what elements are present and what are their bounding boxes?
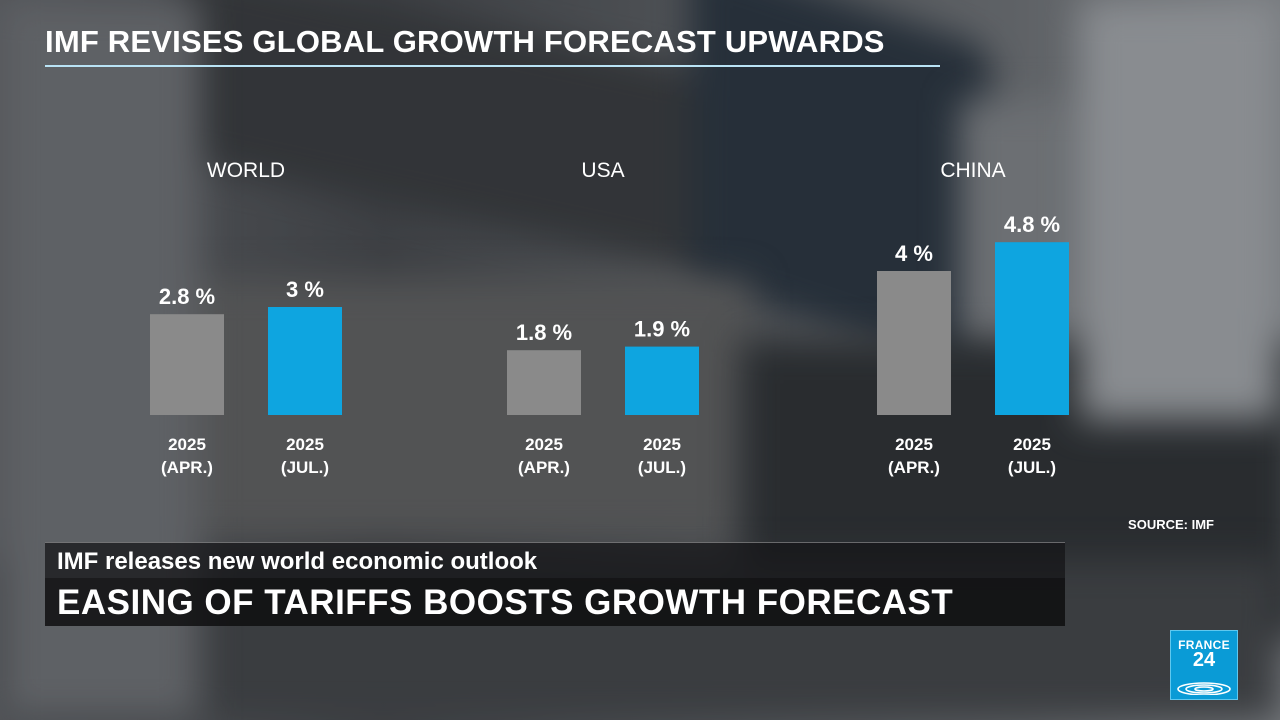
data-label: 1.9 %: [634, 317, 690, 342]
data-label: 2.8 %: [159, 284, 215, 309]
logo-text-line1: FRANCE: [1178, 638, 1230, 652]
group-title: CHINA: [940, 159, 1005, 182]
group-title: USA: [581, 159, 624, 182]
bar: [268, 307, 342, 415]
category-label-year: 2025: [895, 435, 933, 454]
bar: [150, 314, 224, 415]
bar: [877, 271, 951, 415]
category-label-month: (APR.): [888, 458, 940, 477]
category-label-month: (JUL.): [281, 458, 329, 477]
lower-third: IMF releases new world economic outlook …: [45, 542, 1065, 626]
bar: [625, 346, 699, 415]
france24-logo: FRANCE 24: [1170, 630, 1238, 700]
category-label-year: 2025: [525, 435, 563, 454]
data-label: 4.8 %: [1004, 212, 1060, 237]
data-label: 4 %: [895, 241, 933, 266]
category-label-year: 2025: [286, 435, 324, 454]
logo-waves-icon: [1177, 682, 1231, 695]
category-label-month: (APR.): [161, 458, 213, 477]
data-label: 1.8 %: [516, 320, 572, 345]
group-title: WORLD: [207, 159, 285, 182]
lower-third-subtitle: IMF releases new world economic outlook: [45, 542, 1065, 578]
chart-group-world: WORLD 2.8 % 2025 (APR.) 3 % 2025 (JUL.): [150, 159, 342, 477]
logo-text-line2: 24: [1192, 649, 1216, 671]
source-label: SOURCE: IMF: [1128, 517, 1214, 532]
category-label-year: 2025: [1013, 435, 1051, 454]
data-label: 3 %: [286, 277, 324, 302]
category-label-month: (APR.): [518, 458, 570, 477]
category-label-year: 2025: [643, 435, 681, 454]
chart-title: IMF REVISES GLOBAL GROWTH FORECAST UPWAR…: [45, 24, 885, 59]
bar-chart: WORLD 2.8 % 2025 (APR.) 3 % 2025 (JUL.) USA 1.8 …: [150, 159, 1069, 477]
category-label-year: 2025: [168, 435, 206, 454]
chart-group-china: CHINA 4 % 2025 (APR.) 4.8 % 2025 (JUL.): [877, 159, 1069, 477]
bar: [995, 242, 1069, 415]
title-underline: [45, 65, 940, 67]
chart-group-usa: USA 1.8 % 2025 (APR.) 1.9 % 2025 (JUL.): [507, 159, 699, 477]
category-label-month: (JUL.): [1008, 458, 1056, 477]
category-label-month: (JUL.): [638, 458, 686, 477]
bar: [507, 350, 581, 415]
lower-third-headline: EASING OF TARIFFS BOOSTS GROWTH FORECAST: [45, 578, 1065, 626]
